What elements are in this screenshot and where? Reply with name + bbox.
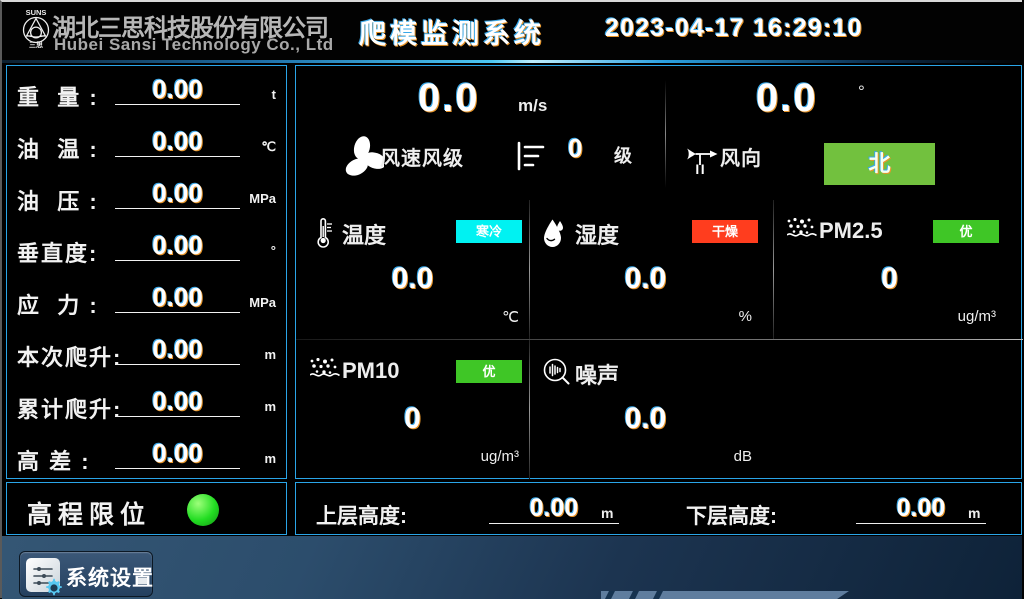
svg-text:SUNS: SUNS: [26, 8, 47, 17]
svg-text:三思: 三思: [29, 40, 43, 48]
